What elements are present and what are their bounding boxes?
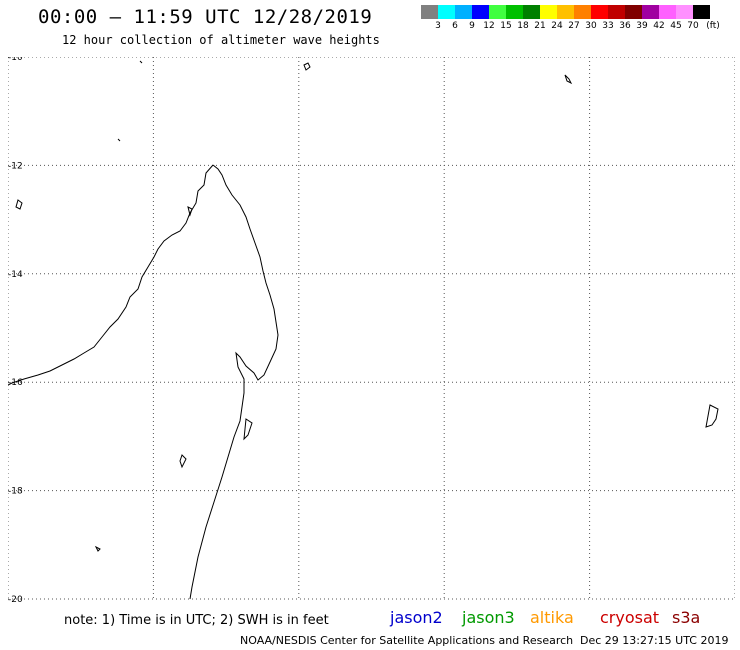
legend-s3a: s3a bbox=[672, 608, 701, 627]
y-tick-label: -12 bbox=[8, 161, 23, 171]
scale-label: 36 bbox=[619, 21, 631, 31]
island-outline bbox=[243, 418, 253, 441]
scale-swatch bbox=[676, 5, 693, 19]
scale-swatch bbox=[540, 5, 557, 19]
scale-swatch bbox=[489, 5, 506, 19]
y-tick-label: -16 bbox=[8, 378, 23, 388]
scale-label: 39 bbox=[636, 21, 648, 31]
scale-swatch bbox=[625, 5, 642, 19]
scale-swatch bbox=[608, 5, 625, 19]
scale-swatch bbox=[693, 5, 710, 19]
scale-label: 9 bbox=[469, 21, 475, 31]
scale-label: 33 bbox=[602, 21, 614, 31]
island-outline bbox=[187, 206, 193, 217]
scale-swatch bbox=[472, 5, 489, 19]
wave-height-map: 454851545760-10-12-14-16-18-20 bbox=[8, 57, 735, 602]
scale-label: 27 bbox=[568, 21, 580, 31]
legend-jason3: jason3 bbox=[462, 608, 515, 627]
scale-label: 30 bbox=[585, 21, 597, 31]
island-outline bbox=[15, 199, 23, 210]
island-outline bbox=[705, 404, 719, 428]
scale-label: 15 bbox=[500, 21, 512, 31]
scale-swatch bbox=[438, 5, 455, 19]
color-scale-bar bbox=[421, 5, 710, 19]
scale-label: 42 bbox=[653, 21, 665, 31]
y-tick-label: -18 bbox=[8, 487, 23, 497]
legend-cryosat: cryosat bbox=[600, 608, 660, 627]
scale-label: 70 bbox=[687, 21, 699, 31]
island-outline bbox=[303, 62, 311, 71]
footer-timestamp: Dec 29 13:27:15 UTC 2019 bbox=[580, 634, 729, 647]
scale-label: 6 bbox=[452, 21, 458, 31]
scale-swatch bbox=[591, 5, 608, 19]
legend-jason2: jason2 bbox=[390, 608, 443, 627]
scale-unit: (ft) bbox=[706, 21, 720, 31]
island-outline bbox=[117, 138, 121, 142]
scale-label: 18 bbox=[517, 21, 529, 31]
scale-swatch bbox=[421, 5, 438, 19]
scale-label: 12 bbox=[483, 21, 495, 31]
scale-swatch bbox=[455, 5, 472, 19]
scale-swatch bbox=[523, 5, 540, 19]
scale-swatch bbox=[557, 5, 574, 19]
legend-altika: altika bbox=[530, 608, 574, 627]
scale-label: 45 bbox=[670, 21, 682, 31]
scale-swatch bbox=[642, 5, 659, 19]
y-tick-label: -20 bbox=[8, 595, 23, 602]
island-outline bbox=[139, 60, 143, 64]
y-tick-label: -10 bbox=[8, 57, 23, 63]
scale-label: 3 bbox=[435, 21, 441, 31]
scale-label: 24 bbox=[551, 21, 563, 31]
y-tick-label: -14 bbox=[8, 270, 23, 280]
scale-swatch bbox=[506, 5, 523, 19]
map-title: 00:00 – 11:59 UTC 12/28/2019 bbox=[38, 6, 373, 28]
color-scale-labels: 3 6 9 12 15 18 21 24 27 30 33 36 39 42 45 70 (ft) bbox=[421, 21, 740, 33]
footer-credit: NOAA/NESDIS Center for Satellite Applica… bbox=[240, 634, 574, 647]
scale-label: 21 bbox=[534, 21, 546, 31]
map-subtitle: 12 hour collection of altimeter wave hei… bbox=[62, 33, 380, 47]
island-outline bbox=[564, 74, 573, 85]
island-outline bbox=[94, 545, 101, 552]
scale-swatch bbox=[659, 5, 676, 19]
scale-swatch bbox=[574, 5, 591, 19]
map-note: note: 1) Time is in UTC; 2) SWH is in fe… bbox=[64, 613, 329, 628]
island-outline bbox=[179, 454, 187, 469]
